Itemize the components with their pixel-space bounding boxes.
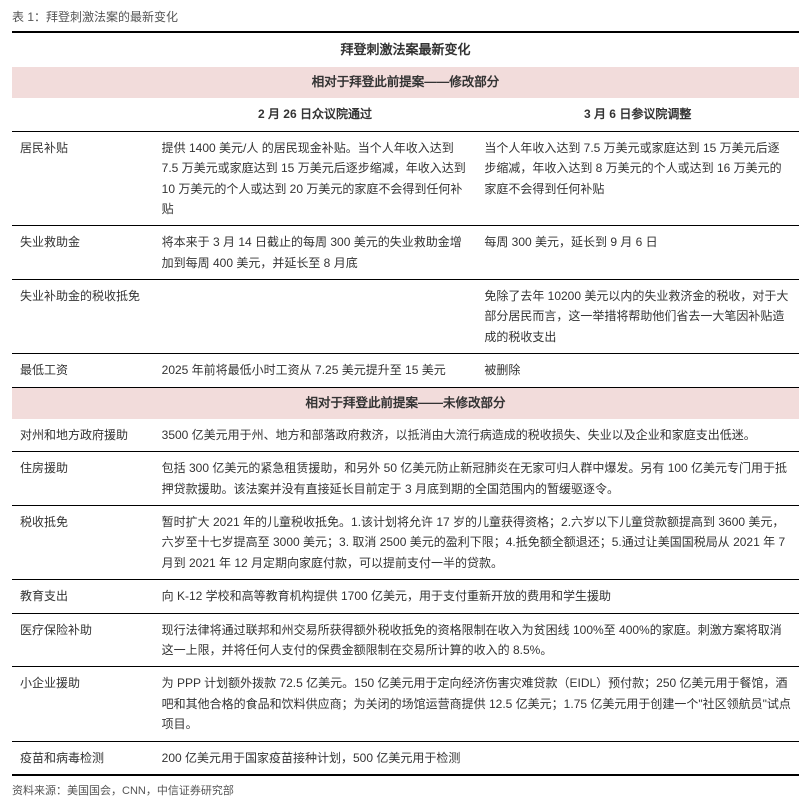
row-label: 失业救助金 (12, 226, 154, 280)
table-row: 失业救助金 将本来于 3 月 14 日截止的每周 300 美元的失业救助金增加到… (12, 226, 799, 280)
table-title-row: 拜登刺激法案最新变化 (12, 32, 799, 67)
table-row: 住房援助 包括 300 亿美元的紧急租赁援助，和另外 50 亿美元防止新冠肺炎在… (12, 452, 799, 506)
section-header-label: 相对于拜登此前提案——修改部分 (12, 67, 799, 98)
table-row: 医疗保险补助 现行法律将通过联邦和州交易所获得额外税收抵免的资格限制在收入为贫困… (12, 613, 799, 667)
table-row: 失业补助金的税收抵免 免除了去年 10200 美元以内的失业救济金的税收，对于大… (12, 280, 799, 354)
cell-house: 将本来于 3 月 14 日截止的每周 300 美元的失业救助金增加到每周 400… (154, 226, 477, 280)
cell-senate: 每周 300 美元，延长到 9 月 6 日 (476, 226, 799, 280)
row-label: 住房援助 (12, 452, 154, 506)
source-note: 资料来源：美国国会，CNN，中信证券研究部 (12, 782, 799, 798)
table-row: 疫苗和病毒检测 200 亿美元用于国家疫苗接种计划，500 亿美元用于检测 (12, 741, 799, 775)
table-title: 拜登刺激法案最新变化 (12, 32, 799, 67)
row-label: 税收抵免 (12, 506, 154, 580)
cell-house: 提供 1400 美元/人 的居民现金补贴。当个人年收入达到 7.5 万美元或家庭… (154, 131, 477, 226)
row-label: 最低工资 (12, 354, 154, 387)
table-row: 居民补贴 提供 1400 美元/人 的居民现金补贴。当个人年收入达到 7.5 万… (12, 131, 799, 226)
table-caption: 表 1：拜登刺激法案的最新变化 (12, 8, 799, 25)
cell-full: 包括 300 亿美元的紧急租赁援助，和另外 50 亿美元防止新冠肺炎在无家可归人… (154, 452, 799, 506)
row-label: 小企业援助 (12, 667, 154, 741)
cell-senate: 当个人年收入达到 7.5 万美元或家庭达到 15 万美元后逐步缩减，年收入达到 … (476, 131, 799, 226)
cell-senate: 被删除 (476, 354, 799, 387)
table-row: 对州和地方政府援助 3500 亿美元用于州、地方和部落政府救济，以抵消由大流行病… (12, 419, 799, 452)
cell-full: 200 亿美元用于国家疫苗接种计划，500 亿美元用于检测 (154, 741, 799, 775)
row-label: 居民补贴 (12, 131, 154, 226)
cell-full: 为 PPP 计划额外拨款 72.5 亿美元。150 亿美元用于定向经济伤害灾难贷… (154, 667, 799, 741)
row-label: 失业补助金的税收抵免 (12, 280, 154, 354)
cell-full: 3500 亿美元用于州、地方和部落政府救济，以抵消由大流行病造成的税收损失、失业… (154, 419, 799, 452)
cell-full: 暂时扩大 2021 年的儿童税收抵免。1.该计划将允许 17 岁的儿童获得资格；… (154, 506, 799, 580)
table-row: 最低工资 2025 年前将最低小时工资从 7.25 美元提升至 15 美元 被删… (12, 354, 799, 387)
section-header-label: 相对于拜登此前提案——未修改部分 (12, 387, 799, 419)
cell-full: 现行法律将通过联邦和州交易所获得额外税收抵免的资格限制在收入为贫困线 100%至… (154, 613, 799, 667)
col-header-house: 2 月 26 日众议院通过 (154, 98, 477, 131)
section-header-modified: 相对于拜登此前提案——修改部分 (12, 67, 799, 98)
table-row: 教育支出 向 K-12 学校和高等教育机构提供 1700 亿美元，用于支付重新开… (12, 580, 799, 613)
col-header-senate: 3 月 6 日参议院调整 (476, 98, 799, 131)
cell-senate: 免除了去年 10200 美元以内的失业救济金的税收，对于大部分居民而言，这一举措… (476, 280, 799, 354)
cell-house (154, 280, 477, 354)
row-label: 对州和地方政府援助 (12, 419, 154, 452)
row-label: 教育支出 (12, 580, 154, 613)
table-row: 税收抵免 暂时扩大 2021 年的儿童税收抵免。1.该计划将允许 17 岁的儿童… (12, 506, 799, 580)
table-row: 小企业援助 为 PPP 计划额外拨款 72.5 亿美元。150 亿美元用于定向经… (12, 667, 799, 741)
row-label: 疫苗和病毒检测 (12, 741, 154, 775)
cell-full: 向 K-12 学校和高等教育机构提供 1700 亿美元，用于支付重新开放的费用和… (154, 580, 799, 613)
cell-house: 2025 年前将最低小时工资从 7.25 美元提升至 15 美元 (154, 354, 477, 387)
stimulus-table: 拜登刺激法案最新变化 相对于拜登此前提案——修改部分 2 月 26 日众议院通过… (12, 31, 799, 776)
column-header-row: 2 月 26 日众议院通过 3 月 6 日参议院调整 (12, 98, 799, 131)
section-header-unmodified: 相对于拜登此前提案——未修改部分 (12, 387, 799, 419)
row-label: 医疗保险补助 (12, 613, 154, 667)
